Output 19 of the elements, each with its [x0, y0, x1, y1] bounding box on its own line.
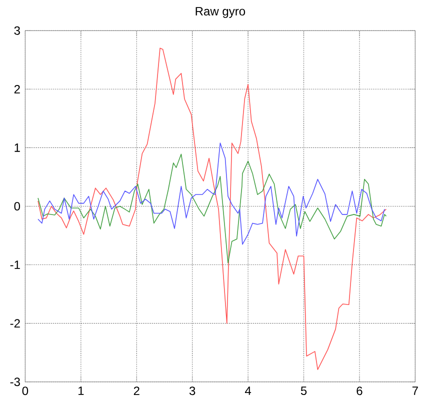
x-tick-label: 2	[134, 386, 140, 395]
chart-title: Raw gyro	[196, 7, 246, 18]
y-tick-label: -2	[10, 319, 20, 328]
x-tick-label: 0	[22, 386, 28, 395]
y-tick-label: 2	[14, 84, 20, 94]
line-series	[38, 154, 387, 264]
line-series	[38, 142, 385, 245]
x-tick-label: 3	[189, 386, 196, 395]
x-tick-label: 5	[300, 386, 307, 395]
x-tick-label: 6	[356, 386, 362, 395]
y-tick-label: -1	[10, 260, 20, 269]
line-series	[38, 48, 387, 370]
x-tick-label: 1	[78, 386, 84, 395]
x-tick-label: 4	[244, 386, 252, 395]
y-tick-label: 3	[14, 26, 20, 35]
y-tick-label: 0	[14, 202, 20, 210]
y-tick-label: -3	[10, 377, 20, 386]
x-tick-label: 7	[412, 386, 418, 395]
y-tick-label: 1	[14, 143, 20, 152]
